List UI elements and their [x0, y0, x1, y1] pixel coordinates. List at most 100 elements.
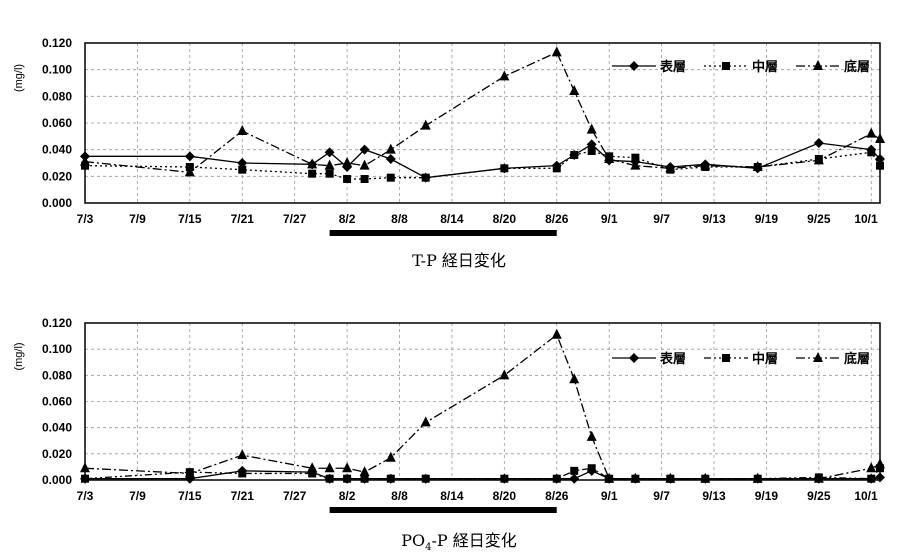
- tp-chart-title: T-P 経日変化: [412, 251, 506, 270]
- x-tick-label: 9/1: [601, 489, 618, 503]
- data-point: [237, 449, 248, 460]
- legend-entry: 底層: [796, 351, 870, 367]
- data-point: [238, 469, 247, 478]
- po4p-chart-svg: 0.000 0.020 0.040 0.060 0.080 0.100 0.120 7/3 7/…: [13, 316, 885, 513]
- data-point: [665, 472, 676, 483]
- data-point: [385, 154, 396, 164]
- x-tick-label: 9/25: [807, 212, 831, 226]
- tp-chart-svg: 0.000 0.020 0.040 0.060 0.080 0.100 0.120 7/3 7/…: [13, 36, 885, 236]
- legend-marker: [813, 60, 823, 70]
- data-point: [360, 474, 369, 483]
- data-point: [700, 159, 711, 170]
- legend-label: 中層: [752, 59, 778, 75]
- data-point: [752, 161, 763, 171]
- x-tick-label: 9/7: [653, 489, 670, 503]
- x-tick-label: 9/13: [702, 212, 726, 226]
- legend-label: 表層: [659, 59, 686, 75]
- x-tick-label: 7/27: [283, 212, 307, 226]
- legend-marker: [813, 352, 823, 362]
- data-point: [665, 162, 676, 173]
- legend-marker: [629, 353, 639, 363]
- data-point: [80, 155, 90, 166]
- data-point: [867, 148, 876, 157]
- data-point: [385, 451, 396, 462]
- data-point: [307, 158, 318, 169]
- y-tick-label: 0.060: [42, 395, 72, 409]
- data-point: [570, 151, 579, 159]
- y-tick-label: 0.080: [42, 89, 72, 103]
- data-point: [184, 151, 195, 162]
- data-point: [867, 474, 876, 483]
- data-point: [359, 466, 370, 477]
- x-tick-label: 8/26: [545, 489, 569, 503]
- x-tick-label: 7/3: [77, 212, 94, 226]
- data-point: [386, 173, 395, 182]
- x-tick-label: 9/1: [601, 212, 618, 226]
- data-point: [631, 153, 640, 162]
- data-point: [587, 147, 596, 155]
- data-point: [499, 70, 510, 81]
- x-tick-label: 7/15: [178, 489, 202, 503]
- data-point: [238, 165, 247, 174]
- data-point: [551, 328, 562, 339]
- period-bar: [329, 230, 557, 236]
- data-point: [875, 458, 885, 469]
- y-axis-label: (mg/l): [13, 64, 25, 92]
- data-point: [385, 143, 396, 154]
- y-tick-label: 0.040: [42, 421, 72, 435]
- legend-entry: 表層: [612, 351, 686, 367]
- legend-label: 中層: [752, 351, 778, 367]
- series-line: [84, 333, 881, 480]
- data-point: [324, 462, 335, 473]
- legend-marker: [722, 62, 730, 70]
- data-point: [420, 119, 431, 130]
- x-tick-label: 8/26: [545, 212, 569, 226]
- legend-entry: 底層: [796, 59, 870, 75]
- data-point: [420, 416, 431, 427]
- data-point: [343, 474, 352, 483]
- x-tick-label: 7/3: [77, 489, 94, 503]
- y-tick-label: 0.000: [42, 196, 72, 210]
- y-tick-label: 0.000: [42, 473, 72, 487]
- period-bar: [329, 507, 557, 513]
- po4p-chart: 0.000 0.020 0.040 0.060 0.080 0.100 0.120 7/3 7/…: [0, 280, 918, 559]
- y-tick-label: 0.080: [42, 368, 72, 382]
- data-point: [866, 462, 877, 473]
- legend-marker: [722, 354, 730, 362]
- data-point: [604, 472, 615, 483]
- data-point: [552, 164, 561, 173]
- y-tick-label: 0.020: [42, 169, 72, 183]
- legend-entry: 中層: [704, 59, 778, 75]
- x-tick-label: 8/2: [339, 212, 356, 226]
- x-tick-label: 9/19: [755, 212, 779, 226]
- y-tick-label: 0.020: [42, 447, 72, 461]
- legend-label: 底層: [844, 351, 870, 367]
- data-point: [342, 462, 353, 473]
- x-tick-label: 10/1: [854, 212, 878, 226]
- y-tick-label: 0.060: [42, 116, 72, 130]
- data-point: [569, 85, 580, 95]
- data-point: [81, 474, 89, 483]
- data-point: [324, 159, 335, 170]
- data-point: [359, 159, 370, 170]
- data-point: [604, 153, 615, 163]
- data-point: [586, 430, 597, 441]
- data-point: [499, 369, 510, 380]
- data-point: [184, 473, 195, 484]
- data-point: [569, 473, 580, 484]
- legend-label: 表層: [659, 351, 686, 367]
- plot-frame: [84, 42, 881, 204]
- data-point: [308, 169, 317, 178]
- data-point: [343, 175, 352, 183]
- data-point: [342, 157, 353, 167]
- legend-entry: 表層: [612, 59, 686, 75]
- legend-entry: 中層: [704, 351, 778, 367]
- x-tick-label: 8/14: [440, 212, 464, 226]
- data-point: [875, 472, 885, 483]
- data-point: [551, 46, 562, 57]
- series-1: [80, 465, 885, 484]
- data-point: [421, 474, 430, 483]
- x-tick-label: 8/14: [440, 489, 464, 503]
- x-tick-label: 10/1: [854, 489, 878, 503]
- data-point: [308, 469, 317, 478]
